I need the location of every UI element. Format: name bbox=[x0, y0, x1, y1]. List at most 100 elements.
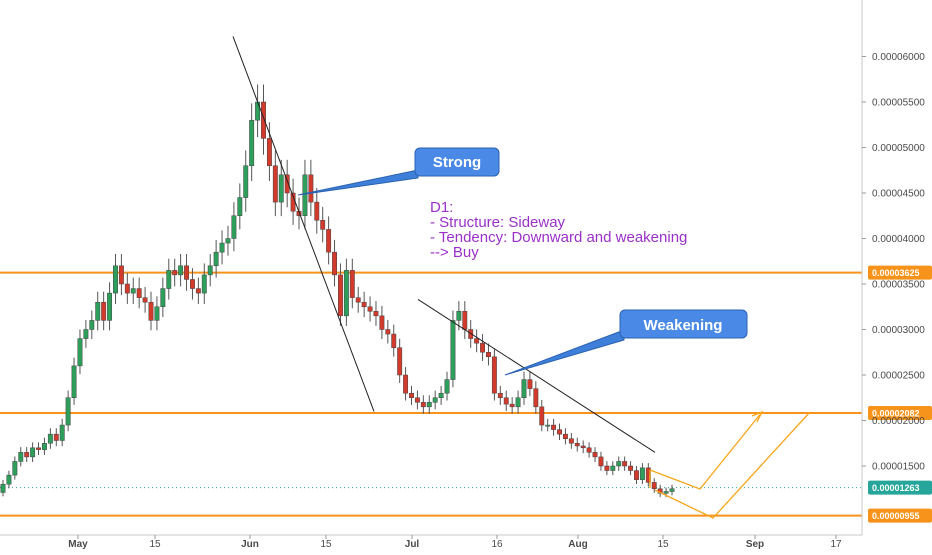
candle-body bbox=[432, 397, 438, 403]
candle-body bbox=[320, 220, 326, 230]
candle-body bbox=[308, 174, 314, 203]
callout-strong-text: Strong bbox=[433, 154, 481, 171]
candle-body bbox=[397, 347, 403, 376]
candle-body bbox=[456, 311, 462, 321]
candle-body bbox=[669, 488, 675, 492]
price-tick-label: 0.00001500 bbox=[872, 462, 925, 473]
candle-body bbox=[557, 429, 562, 435]
candle-body bbox=[30, 447, 36, 458]
candle-body bbox=[207, 265, 213, 276]
candle-body bbox=[385, 329, 391, 335]
candle-body bbox=[604, 465, 610, 471]
candle-body bbox=[249, 119, 255, 166]
candle-body bbox=[438, 392, 444, 399]
candle-body bbox=[580, 445, 586, 449]
level-label-bg bbox=[868, 508, 932, 523]
candle-body bbox=[184, 265, 189, 280]
candle-body bbox=[148, 301, 154, 321]
projection-up-1 bbox=[649, 411, 763, 490]
candle-body bbox=[201, 274, 207, 294]
candle-body bbox=[586, 447, 592, 453]
candle-body bbox=[367, 306, 373, 312]
candle-body bbox=[130, 288, 136, 294]
trendline-layer bbox=[232, 36, 656, 453]
price-tick-label: 0.00003500 bbox=[872, 280, 925, 291]
candle-body bbox=[509, 403, 515, 408]
candle-body bbox=[195, 288, 201, 294]
candle-body bbox=[491, 356, 497, 394]
candle-body bbox=[178, 265, 184, 276]
candle-body bbox=[6, 474, 12, 485]
candle-body bbox=[562, 433, 568, 439]
level-label: 0.00000955 bbox=[872, 511, 920, 521]
candle-body bbox=[243, 165, 249, 198]
callout-weakening-box bbox=[619, 309, 748, 339]
candle-body bbox=[83, 329, 89, 339]
time-tick-label: May bbox=[68, 539, 88, 550]
candle-body bbox=[124, 283, 130, 294]
projection-layer bbox=[649, 410, 811, 519]
candle-body bbox=[622, 461, 628, 467]
projection-arrow-head bbox=[751, 410, 764, 423]
candle-body bbox=[95, 301, 101, 321]
candle-body bbox=[113, 265, 118, 294]
time-tick-label: Jun bbox=[241, 539, 259, 550]
candle-body bbox=[190, 279, 195, 289]
price-axis[interactable]: 0.00001500 0.00002000 0.00002500 0.00003000… bbox=[861, 0, 925, 535]
candle-body bbox=[474, 338, 480, 344]
candle-body bbox=[545, 424, 551, 427]
candle-body bbox=[225, 238, 231, 244]
level-layer: 0.00003625 0.00002082 0.00000955 0.00001263 bbox=[0, 265, 932, 523]
candle-body bbox=[213, 251, 219, 267]
candle-body bbox=[527, 379, 533, 389]
candle-body bbox=[414, 397, 420, 403]
candle-body bbox=[462, 311, 468, 330]
time-tick-label: Sep bbox=[746, 539, 764, 550]
candle-body bbox=[521, 379, 527, 398]
time-tick-label: Aug bbox=[568, 539, 587, 550]
price-tick-label: 0.00006000 bbox=[872, 52, 925, 63]
level-label: 0.00002082 bbox=[872, 409, 920, 419]
callout-layer: Strong Weakening bbox=[297, 147, 748, 376]
candle-body bbox=[266, 138, 272, 166]
candle-body bbox=[154, 306, 160, 321]
candle-body bbox=[65, 397, 71, 426]
candle-body bbox=[663, 491, 669, 494]
candle-body bbox=[314, 201, 320, 221]
candle-body bbox=[598, 456, 604, 467]
candle-body bbox=[272, 165, 278, 203]
level-label-bg bbox=[868, 406, 932, 421]
candle-body bbox=[284, 174, 290, 194]
candle-body bbox=[136, 288, 142, 298]
candle-body bbox=[361, 301, 367, 308]
candle-body bbox=[77, 338, 83, 367]
candle-body bbox=[592, 452, 598, 458]
time-tick-label: 15 bbox=[657, 539, 669, 550]
candle-body bbox=[503, 397, 509, 405]
candle-body bbox=[343, 270, 349, 317]
candle-body bbox=[160, 288, 166, 307]
candle-body bbox=[409, 392, 414, 399]
candle-body bbox=[486, 352, 491, 358]
candle-body bbox=[278, 174, 284, 203]
candle-body bbox=[639, 467, 645, 480]
candle-body bbox=[237, 197, 243, 217]
candle-body bbox=[426, 402, 432, 408]
note-line-3: - Tendency: Downward and weakening bbox=[430, 229, 687, 246]
candle-body bbox=[515, 397, 521, 408]
candle-body bbox=[610, 465, 616, 471]
time-tick-label: 15 bbox=[149, 539, 161, 550]
callout-strong-box bbox=[414, 147, 500, 177]
time-tick-label: 15 bbox=[320, 539, 332, 550]
candle-layer bbox=[0, 84, 675, 498]
time-axis[interactable]: May 15 Jun 15 Jul 16 Aug 15 Sep 17 bbox=[0, 534, 862, 550]
candle-body bbox=[403, 374, 409, 394]
candle-body bbox=[166, 270, 172, 289]
time-tick-label: 17 bbox=[830, 539, 842, 550]
candle-body bbox=[18, 452, 24, 462]
candle-body bbox=[107, 292, 113, 321]
candle-body bbox=[450, 320, 456, 380]
